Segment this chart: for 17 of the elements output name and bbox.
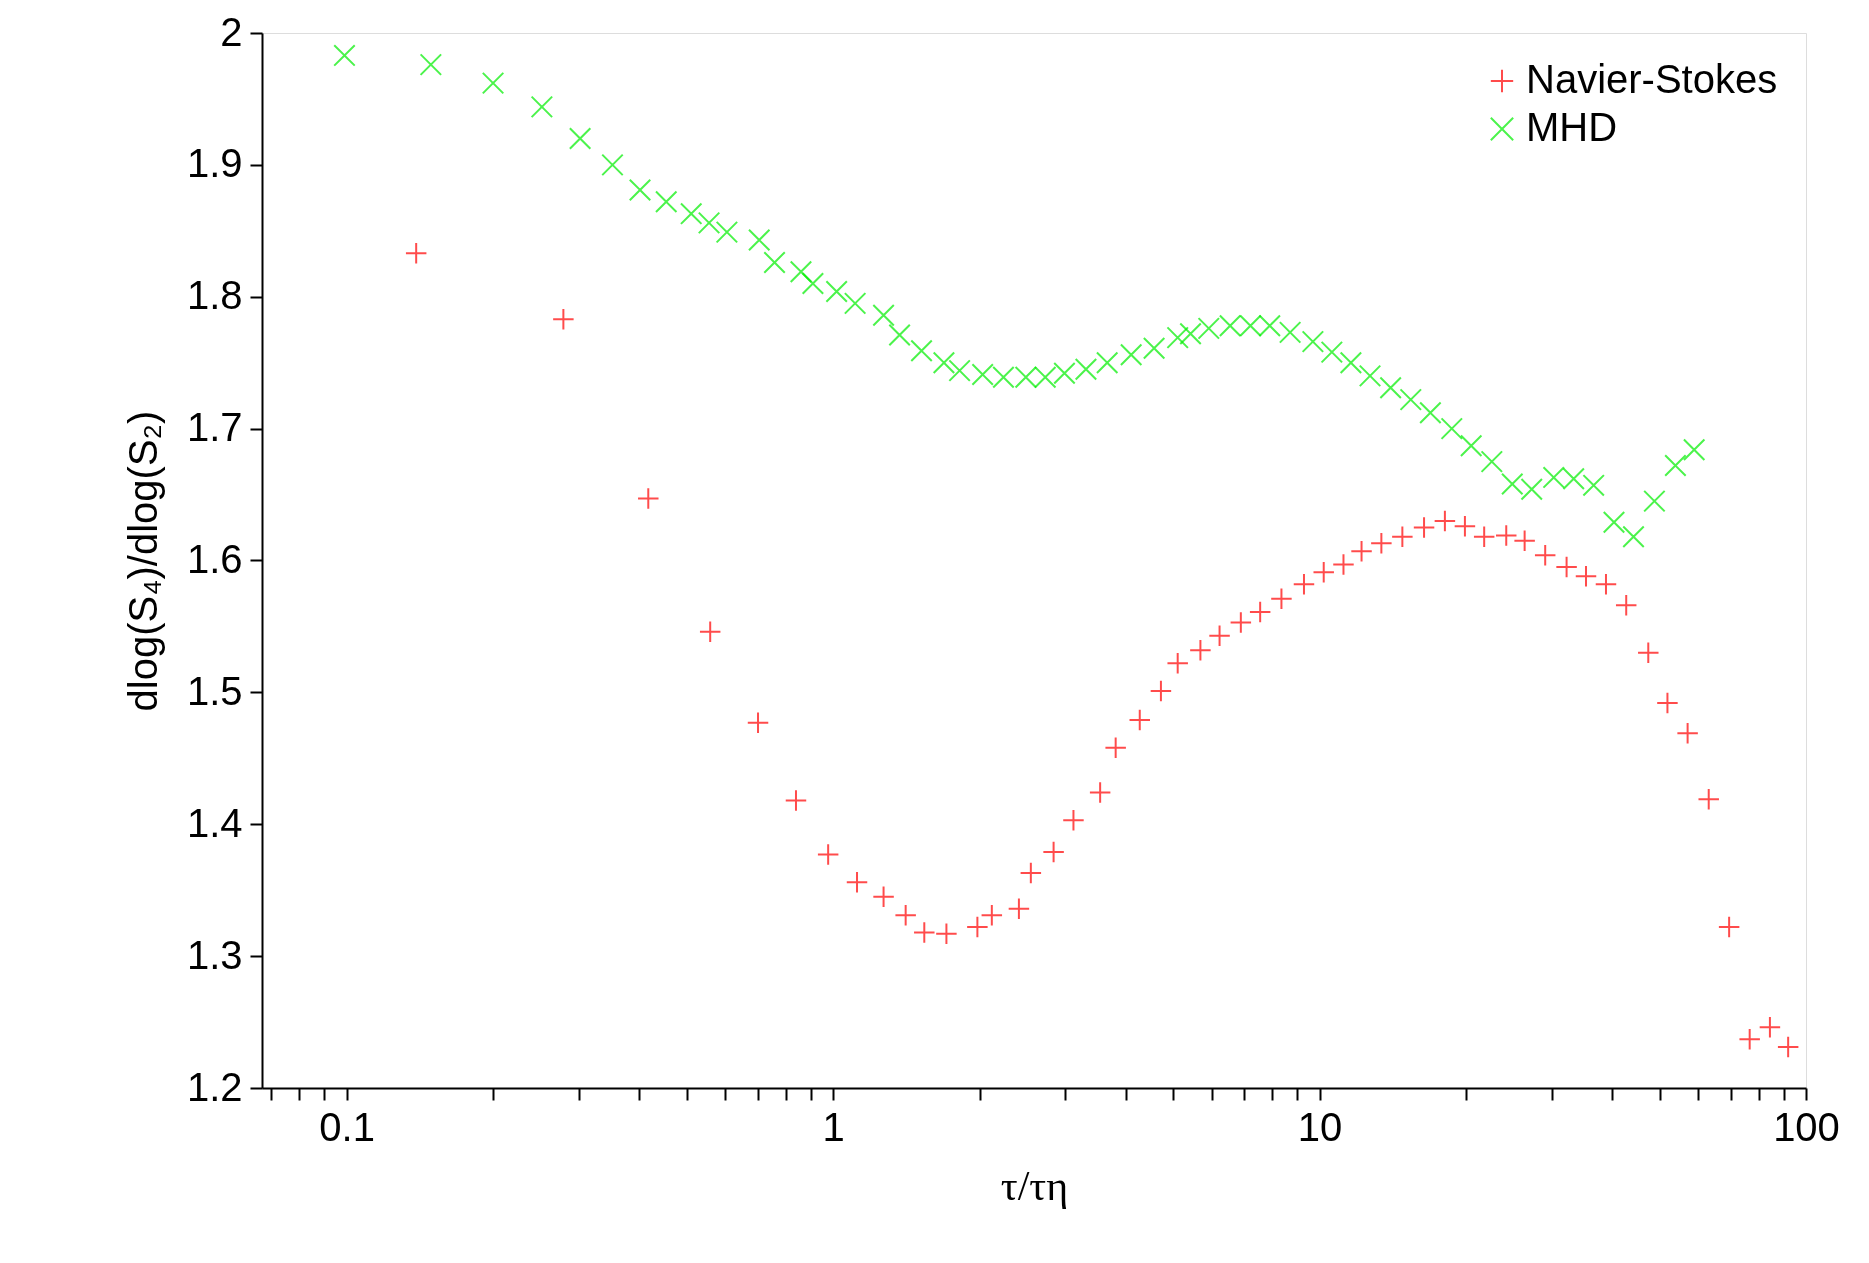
y-tick-label: 1.5 — [186, 668, 243, 713]
x-tick-label: 1 — [822, 1104, 845, 1149]
y-tick-label: 1.6 — [186, 537, 243, 581]
legend-label: MHD — [1526, 105, 1618, 149]
x-tick-label: 100 — [1773, 1104, 1840, 1149]
y-axis-title: dlog(S₄)/dlog(S₂) — [120, 410, 165, 712]
y-tick-label: 2 — [220, 9, 243, 54]
y-tick-label: 1.3 — [186, 932, 243, 977]
x-axis-title: τ/τη — [1000, 1162, 1069, 1209]
y-tick-label: 1.4 — [186, 800, 243, 845]
x-tick-label: 0.1 — [319, 1104, 375, 1149]
y-tick-label: 1.2 — [186, 1064, 243, 1109]
y-tick-label: 1.8 — [186, 273, 243, 318]
y-tick-label: 1.9 — [186, 141, 243, 186]
legend-label: Navier-Stokes — [1526, 57, 1778, 101]
x-tick-label: 10 — [1297, 1104, 1343, 1149]
y-tick-label: 1.7 — [186, 405, 243, 450]
